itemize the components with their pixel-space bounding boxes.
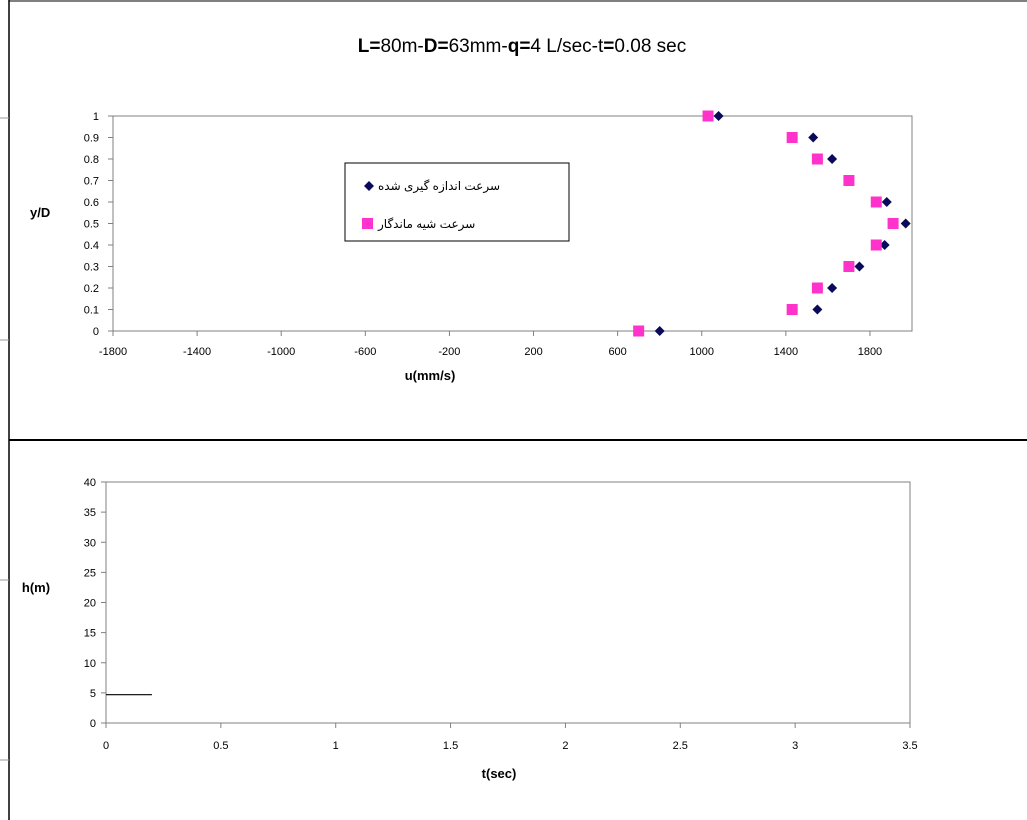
x-axis-ticks: -1800 -1400 -1000 -600 -200 200 600 1000 1400 180…	[99, 331, 882, 358]
plot-area	[105, 481, 911, 724]
measured-point	[654, 326, 665, 336]
measured-point	[854, 261, 865, 272]
x-tick-label: 1800	[858, 346, 882, 358]
simulated-point	[811, 153, 823, 165]
y-tick-label: 0	[93, 326, 99, 338]
legend-square-marker	[362, 218, 373, 229]
title-segment: q=	[508, 36, 531, 57]
measured-point	[879, 240, 890, 250]
x-tick-label: 1.5	[443, 740, 458, 752]
head-time-chart: 0 5 10 15 20 25 30 35 40 0 0.5 1 1.5 2 2.5 3 3.5 h(m) t…	[22, 477, 918, 781]
y-tick-label: 10	[84, 658, 96, 670]
title-segment: D=	[424, 36, 449, 57]
legend-label-simulated: سرعت شیه ماندگار	[377, 217, 475, 232]
y-tick-label: 40	[84, 477, 96, 489]
x-tick-label: -1400	[183, 346, 211, 358]
y-tick-label: 0.2	[84, 283, 99, 295]
y-tick-label: 20	[84, 598, 96, 610]
y-tick-label: 0.1	[84, 305, 99, 317]
title-segment: 0.08 sec	[614, 36, 686, 57]
x-tick-label: 1000	[689, 346, 713, 358]
y-tick-label: 0.6	[84, 197, 99, 209]
y-tick-label: 5	[90, 688, 96, 700]
y-tick-label: 0.8	[84, 154, 99, 166]
x-axis-ticks: 0 0.5 1 1.5 2 2.5 3 3.5	[103, 723, 918, 752]
x-axis-title: u(mm/s)	[405, 368, 456, 383]
y-tick-label: 15	[84, 628, 96, 640]
data-points	[633, 110, 911, 337]
simulated-point	[633, 325, 645, 337]
x-tick-label: 1	[333, 740, 339, 752]
chart-title: L=80m-D=63mm-q=4 L/sec-t=0.08 sec	[358, 36, 686, 57]
y-tick-label: 0.9	[84, 133, 99, 145]
x-tick-label: -1000	[267, 346, 295, 358]
measured-point	[713, 111, 724, 121]
y-axis-title: h(m)	[22, 580, 50, 595]
title-segment: =	[603, 36, 614, 57]
x-tick-label: -200	[438, 346, 460, 358]
legend-diamond-marker	[364, 181, 374, 191]
simulated-point	[786, 132, 798, 143]
simulated-point	[843, 175, 855, 186]
title-segment: 4 L/sec-t	[530, 36, 604, 57]
legend-box	[344, 162, 570, 242]
simulated-point	[702, 110, 714, 122]
x-tick-label: 2	[562, 740, 568, 752]
simulated-point	[811, 282, 823, 294]
simulated-point	[870, 196, 882, 208]
x-tick-label: 2.5	[673, 740, 688, 752]
x-tick-label: 3.5	[902, 740, 917, 752]
x-tick-label: 3	[792, 740, 798, 752]
simulated-point	[843, 261, 855, 272]
y-axis-ticks: 0 5 10 15 20 25 30 35 40	[84, 477, 106, 730]
y-axis-ticks: 0 0.1 0.2 0.3 0.4 0.5 0.6 0.7 0.8 0.9 1	[84, 111, 113, 338]
x-tick-label: -600	[354, 346, 376, 358]
title-segment: L=	[358, 36, 381, 57]
simulated-point	[887, 218, 899, 229]
legend: سرعت اندازه گیری شده سرعت شیه ماندگار	[344, 162, 570, 242]
measured-point	[881, 197, 892, 207]
y-tick-label: 0.3	[84, 262, 99, 274]
x-tick-label: 200	[524, 346, 542, 358]
y-axis-title: y/D	[30, 205, 50, 220]
x-tick-label: 0.5	[213, 740, 228, 752]
measured-point	[900, 218, 911, 229]
y-tick-label: 30	[84, 537, 96, 549]
x-tick-label: -1800	[99, 346, 127, 358]
y-tick-label: 1	[93, 111, 99, 123]
legend-entry-measured: سرعت اندازه گیری شده	[364, 179, 500, 194]
measured-point	[827, 154, 838, 164]
x-tick-label: 1400	[774, 346, 798, 358]
measured-point	[808, 132, 819, 143]
title-segment: 63mm-	[449, 36, 508, 57]
x-tick-label: 0	[103, 740, 109, 752]
legend-entry-simulated: سرعت شیه ماندگار	[362, 217, 475, 232]
title-segment: 80m-	[380, 36, 423, 57]
y-tick-label: 0	[90, 718, 96, 730]
y-tick-label: 35	[84, 507, 96, 519]
y-tick-label: 0.5	[84, 219, 99, 231]
measured-point	[827, 283, 838, 293]
velocity-profile-chart: L=80m-D=63mm-q=4 L/sec-t=0.08 sec 0 0.1 0.…	[30, 36, 913, 383]
simulated-point	[786, 304, 798, 315]
measured-point	[812, 304, 823, 315]
y-tick-label: 25	[84, 567, 96, 579]
legend-label-measured: سرعت اندازه گیری شده	[378, 179, 500, 194]
x-tick-label: 600	[608, 346, 626, 358]
x-axis-title: t(sec)	[482, 766, 517, 781]
y-tick-label: 0.4	[84, 240, 99, 252]
simulated-point	[870, 239, 882, 251]
y-tick-label: 0.7	[84, 176, 99, 188]
